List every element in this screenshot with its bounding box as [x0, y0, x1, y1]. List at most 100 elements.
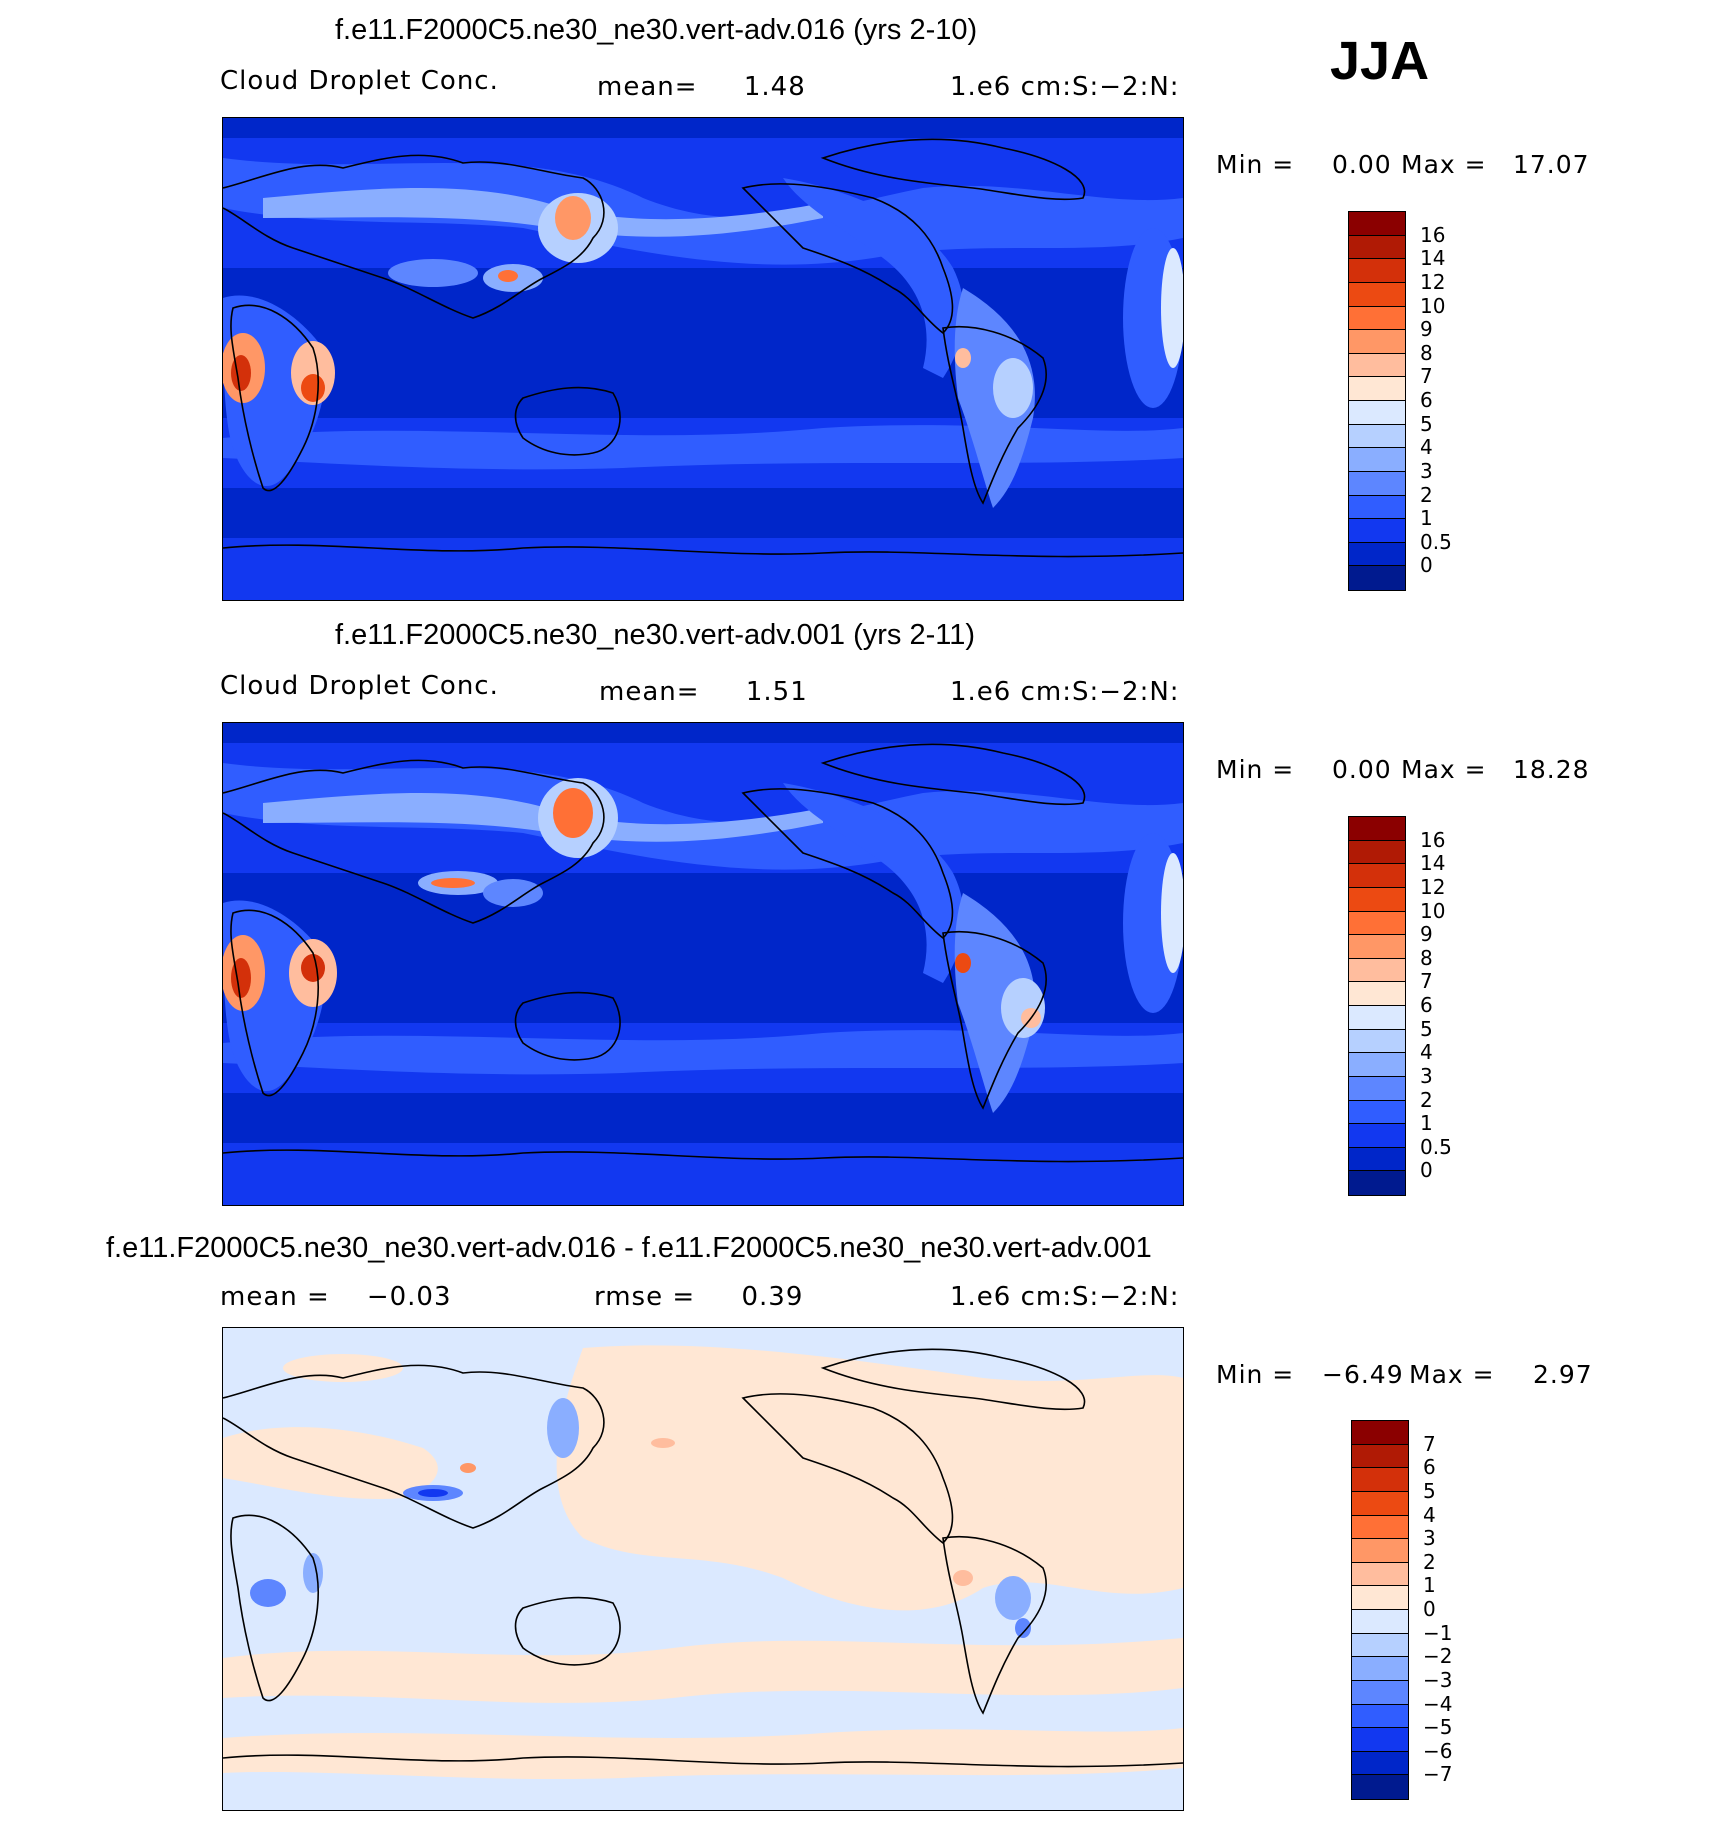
colorbar-swatch [1349, 566, 1405, 590]
colorbar-tick-label: 14 [1420, 851, 1446, 876]
colorbar-swatch [1349, 212, 1405, 236]
panel-2-mean-label: mean= 1.51 [599, 677, 808, 707]
colorbar-swatch [1349, 235, 1405, 260]
colorbar-swatch [1349, 401, 1405, 425]
colorbar-swatch [1349, 448, 1405, 472]
panel-3-map [222, 1327, 1184, 1811]
colorbar-swatch [1349, 817, 1405, 841]
colorbar-swatch [1349, 330, 1405, 354]
panel-2-max-label: Max = [1401, 755, 1487, 784]
colorbar-swatch [1352, 1468, 1408, 1492]
colorbar-swatch [1349, 1053, 1405, 1077]
colorbar-tick-label: 10 [1420, 898, 1446, 923]
colorbar-swatch [1349, 519, 1405, 543]
colorbar-tick-label: 5 [1423, 1478, 1436, 1503]
colorbar-swatch [1349, 887, 1405, 912]
colorbar-tick-label: 0.5 [1420, 529, 1452, 554]
colorbar-tick-label: 4 [1423, 1502, 1436, 1527]
colorbar-swatch [1349, 1147, 1405, 1172]
panel-1-min-value: 0.00 [1332, 150, 1392, 179]
panel-2-units-label: 1.e6 cm:S:−2:N: [950, 677, 1180, 707]
panel-1-max-value: 17.07 [1513, 150, 1590, 179]
panel-2-title: f.e11.F2000C5.ne30_ne30.vert-adv.001 (yr… [335, 619, 975, 651]
colorbar-swatch [1349, 1029, 1405, 1054]
colorbar-swatch [1349, 495, 1405, 520]
colorbar-tick-label: 14 [1420, 246, 1446, 271]
colorbar-tick-label: 4 [1420, 435, 1433, 460]
colorbar-tick-label: 16 [1420, 222, 1446, 247]
colorbar-swatch [1352, 1610, 1408, 1634]
panel-3-title: f.e11.F2000C5.ne30_ne30.vert-adv.016 - f… [106, 1232, 1152, 1264]
panel-1-max-label: Max = [1401, 150, 1487, 179]
colorbar-swatch [1352, 1775, 1408, 1799]
panel-1-variable-label: Cloud Droplet Conc. [220, 66, 499, 96]
colorbar-swatch [1349, 840, 1405, 865]
colorbar-swatch [1349, 1171, 1405, 1195]
colorbar-swatch [1349, 1124, 1405, 1148]
colorbar-tick-label: 7 [1420, 969, 1433, 994]
panel-3-min-value: −6.49 [1322, 1360, 1404, 1389]
panel-2-variable-label: Cloud Droplet Conc. [220, 671, 499, 701]
panel-3-mean-label: mean = −0.03 [220, 1282, 452, 1312]
colorbar-tick-label: 3 [1420, 458, 1433, 483]
colorbar-tick-label: 1 [1423, 1573, 1436, 1598]
colorbar-tick-label: 1 [1420, 506, 1433, 531]
panel-1-colorbar [1348, 211, 1406, 591]
panel-3-min-label: Min = [1216, 1360, 1295, 1389]
colorbar-tick-label: −3 [1423, 1667, 1453, 1692]
colorbar-swatch [1349, 353, 1405, 378]
colorbar-swatch [1352, 1515, 1408, 1540]
panel-2-min-label: Min = [1216, 755, 1295, 784]
colorbar-tick-label: 1 [1420, 1111, 1433, 1136]
colorbar-tick-label: −7 [1423, 1762, 1453, 1787]
panel-3-units-label: 1.e6 cm:S:−2:N: [950, 1282, 1180, 1312]
colorbar-tick-label: 8 [1420, 945, 1433, 970]
colorbar-swatch [1352, 1751, 1408, 1776]
colorbar-swatch [1349, 1100, 1405, 1125]
colorbar-tick-label: 9 [1420, 317, 1433, 342]
colorbar-swatch [1352, 1562, 1408, 1587]
colorbar-tick-label: 9 [1420, 922, 1433, 947]
colorbar-tick-label: 6 [1420, 993, 1433, 1017]
panel-1-title: f.e11.F2000C5.ne30_ne30.vert-adv.016 (yr… [335, 14, 978, 46]
colorbar-tick-label: 3 [1420, 1063, 1433, 1088]
panel-3-rmse-label: rmse = 0.39 [594, 1282, 804, 1312]
colorbar-tick-label: 4 [1420, 1040, 1433, 1065]
colorbar-swatch [1349, 377, 1405, 401]
colorbar-swatch [1349, 306, 1405, 331]
colorbar-swatch [1349, 424, 1405, 449]
colorbar-tick-label: 0.5 [1420, 1134, 1452, 1159]
panel-1-mean-label: mean= 1.48 [597, 72, 806, 102]
colorbar-swatch [1349, 1006, 1405, 1030]
colorbar-swatch [1352, 1633, 1408, 1658]
colorbar-tick-label: 5 [1420, 1016, 1433, 1041]
colorbar-swatch [1352, 1704, 1408, 1729]
colorbar-swatch [1349, 542, 1405, 567]
colorbar-swatch [1349, 1076, 1405, 1101]
colorbar-swatch [1352, 1444, 1408, 1469]
colorbar-swatch [1352, 1539, 1408, 1563]
panel-2-max-value: 18.28 [1513, 755, 1590, 784]
colorbar-swatch [1349, 282, 1405, 307]
colorbar-swatch [1349, 864, 1405, 888]
panel-3-max-label: Max = [1409, 1360, 1495, 1389]
colorbar-tick-label: 2 [1423, 1549, 1436, 1574]
panel-3-colorbar [1351, 1420, 1409, 1800]
colorbar-swatch [1352, 1728, 1408, 1752]
colorbar-swatch [1349, 982, 1405, 1006]
colorbar-tick-label: 0 [1420, 553, 1433, 578]
colorbar-swatch [1352, 1657, 1408, 1681]
panel-1-min-label: Min = [1216, 150, 1295, 179]
panel-1-map [222, 117, 1184, 601]
colorbar-swatch [1349, 259, 1405, 283]
colorbar-tick-label: 6 [1420, 388, 1433, 412]
colorbar-tick-label: 3 [1423, 1526, 1436, 1551]
colorbar-tick-label: 0 [1423, 1597, 1436, 1621]
colorbar-tick-label: 6 [1423, 1455, 1436, 1480]
colorbar-tick-label: −4 [1423, 1691, 1453, 1716]
colorbar-tick-label: 10 [1420, 293, 1446, 318]
colorbar-tick-label: 7 [1423, 1431, 1436, 1456]
colorbar-tick-label: 16 [1420, 827, 1446, 852]
season-label: JJA [1330, 31, 1430, 91]
panel-3-max-value: 2.97 [1533, 1360, 1593, 1389]
